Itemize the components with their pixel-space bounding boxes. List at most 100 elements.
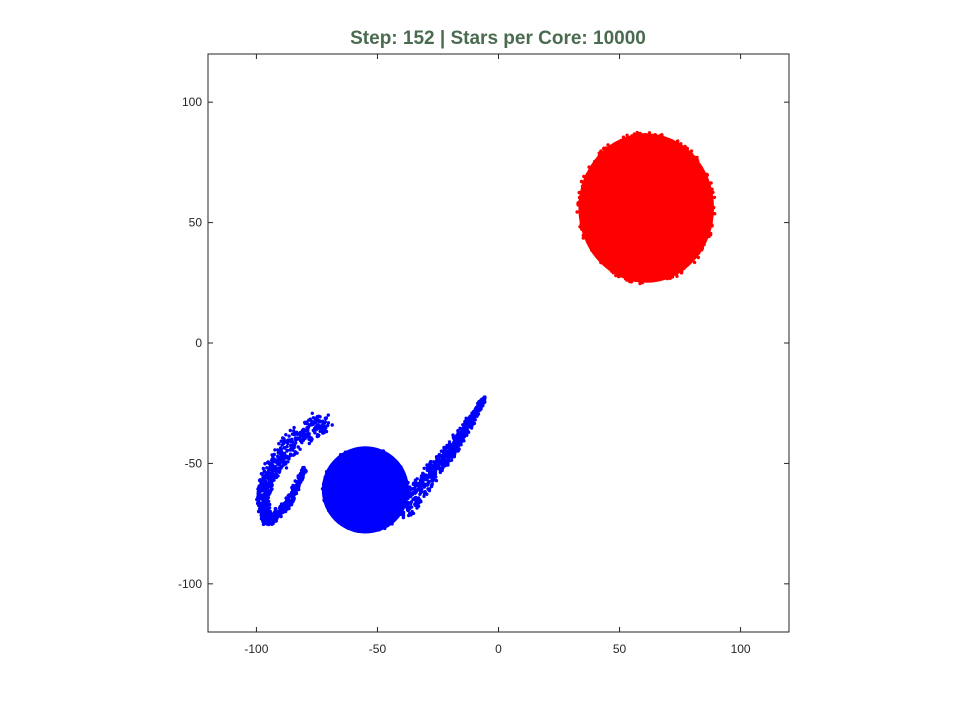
blue-galaxy-star — [373, 500, 377, 505]
red-galaxy-star — [589, 244, 593, 248]
blue-galaxy-star — [447, 442, 452, 447]
blue-galaxy-star — [324, 499, 329, 504]
red-galaxy-star — [582, 220, 586, 224]
red-galaxy-star — [632, 132, 636, 136]
red-galaxy-star — [605, 148, 609, 152]
blue-galaxy-star — [276, 474, 280, 478]
blue-galaxy-star — [453, 451, 457, 456]
blue-galaxy-star — [265, 514, 270, 518]
blue-galaxy-star — [279, 512, 283, 517]
red-galaxy-star — [583, 193, 587, 197]
blue-galaxy-star — [407, 487, 412, 491]
blue-galaxy-star — [331, 462, 335, 467]
blue-galaxy-star — [340, 503, 344, 507]
red-galaxy-star — [699, 214, 704, 218]
blue-galaxy-star — [372, 488, 376, 492]
red-galaxy-star — [701, 194, 705, 199]
blue-galaxy-star — [465, 424, 469, 428]
red-galaxy-star — [634, 274, 638, 279]
blue-galaxy-star — [258, 478, 262, 482]
blue-galaxy-star — [433, 472, 438, 476]
blue-galaxy-star — [366, 465, 371, 469]
blue-galaxy-star — [368, 513, 372, 517]
blue-galaxy-star — [411, 487, 415, 491]
blue-galaxy-star — [261, 466, 265, 471]
blue-galaxy-star — [465, 428, 469, 432]
blue-galaxy-star — [376, 457, 381, 461]
red-galaxy-star — [615, 269, 620, 273]
red-galaxy-star — [680, 270, 684, 274]
red-galaxy-star — [673, 149, 678, 154]
blue-galaxy-star — [396, 499, 400, 504]
blue-galaxy-star — [333, 476, 338, 481]
blue-galaxy-star — [432, 478, 436, 482]
blue-galaxy-star — [394, 506, 399, 510]
blue-galaxy-star — [378, 506, 382, 510]
blue-galaxy-star — [356, 529, 360, 533]
red-galaxy-star — [586, 220, 590, 224]
blue-galaxy-star — [480, 397, 484, 401]
red-galaxy-star — [581, 196, 585, 200]
blue-galaxy-star — [274, 507, 278, 511]
blue-galaxy-star — [350, 509, 355, 513]
blue-galaxy-star — [275, 510, 279, 514]
blue-galaxy-star — [285, 449, 289, 453]
blue-galaxy-star — [269, 462, 273, 466]
red-galaxy-star — [707, 204, 711, 209]
red-galaxy-star — [647, 131, 652, 135]
red-galaxy-star — [660, 277, 665, 281]
blue-galaxy-star — [354, 516, 358, 521]
blue-galaxy-star — [258, 504, 263, 509]
blue-galaxy-star — [358, 448, 362, 452]
red-galaxy-star — [694, 234, 699, 238]
blue-galaxy-star — [428, 461, 432, 465]
blue-galaxy-star — [438, 455, 442, 459]
red-galaxy-star — [699, 172, 704, 176]
red-galaxy-star — [635, 130, 639, 135]
blue-galaxy-star — [282, 446, 286, 450]
red-galaxy-star — [704, 188, 709, 192]
blue-galaxy-star — [356, 508, 361, 512]
blue-galaxy-star — [335, 492, 339, 496]
red-galaxy-star — [705, 219, 709, 223]
red-galaxy-star — [694, 177, 698, 181]
blue-galaxy-star — [326, 413, 330, 417]
red-galaxy-star — [627, 265, 631, 269]
blue-galaxy-star — [278, 446, 283, 450]
blue-galaxy-star — [317, 426, 321, 430]
blue-galaxy-star — [373, 485, 378, 490]
blue-galaxy-star — [352, 528, 356, 532]
blue-galaxy-star — [268, 464, 272, 469]
red-galaxy-star — [579, 226, 584, 230]
red-galaxy-star — [589, 180, 593, 184]
red-galaxy-star — [627, 137, 631, 141]
blue-galaxy-star — [439, 460, 444, 465]
red-galaxy-star — [623, 145, 627, 149]
blue-galaxy-star — [379, 502, 383, 506]
blue-galaxy-star — [375, 465, 380, 469]
blue-galaxy-star — [374, 509, 378, 514]
red-galaxy-star — [629, 280, 634, 284]
blue-galaxy-star — [430, 482, 434, 486]
blue-galaxy-star — [324, 417, 328, 421]
blue-galaxy-star — [336, 503, 340, 507]
red-galaxy-star — [679, 157, 683, 161]
red-galaxy-star — [698, 225, 702, 230]
blue-galaxy-star — [350, 519, 354, 523]
blue-galaxy-star — [257, 484, 261, 488]
red-galaxy-star — [602, 154, 606, 158]
blue-galaxy-star — [401, 503, 406, 507]
blue-galaxy-star — [346, 464, 350, 469]
blue-galaxy-star — [263, 477, 267, 481]
blue-galaxy-star — [353, 479, 358, 483]
stars-layer — [255, 130, 717, 534]
red-galaxy-star — [696, 174, 700, 179]
plot-area — [207, 53, 790, 633]
red-galaxy-star — [695, 155, 699, 160]
blue-galaxy-star — [348, 522, 353, 526]
red-galaxy-star — [598, 242, 603, 246]
red-galaxy-star — [577, 196, 582, 200]
red-galaxy-star — [668, 264, 672, 268]
red-galaxy-star — [624, 140, 628, 144]
